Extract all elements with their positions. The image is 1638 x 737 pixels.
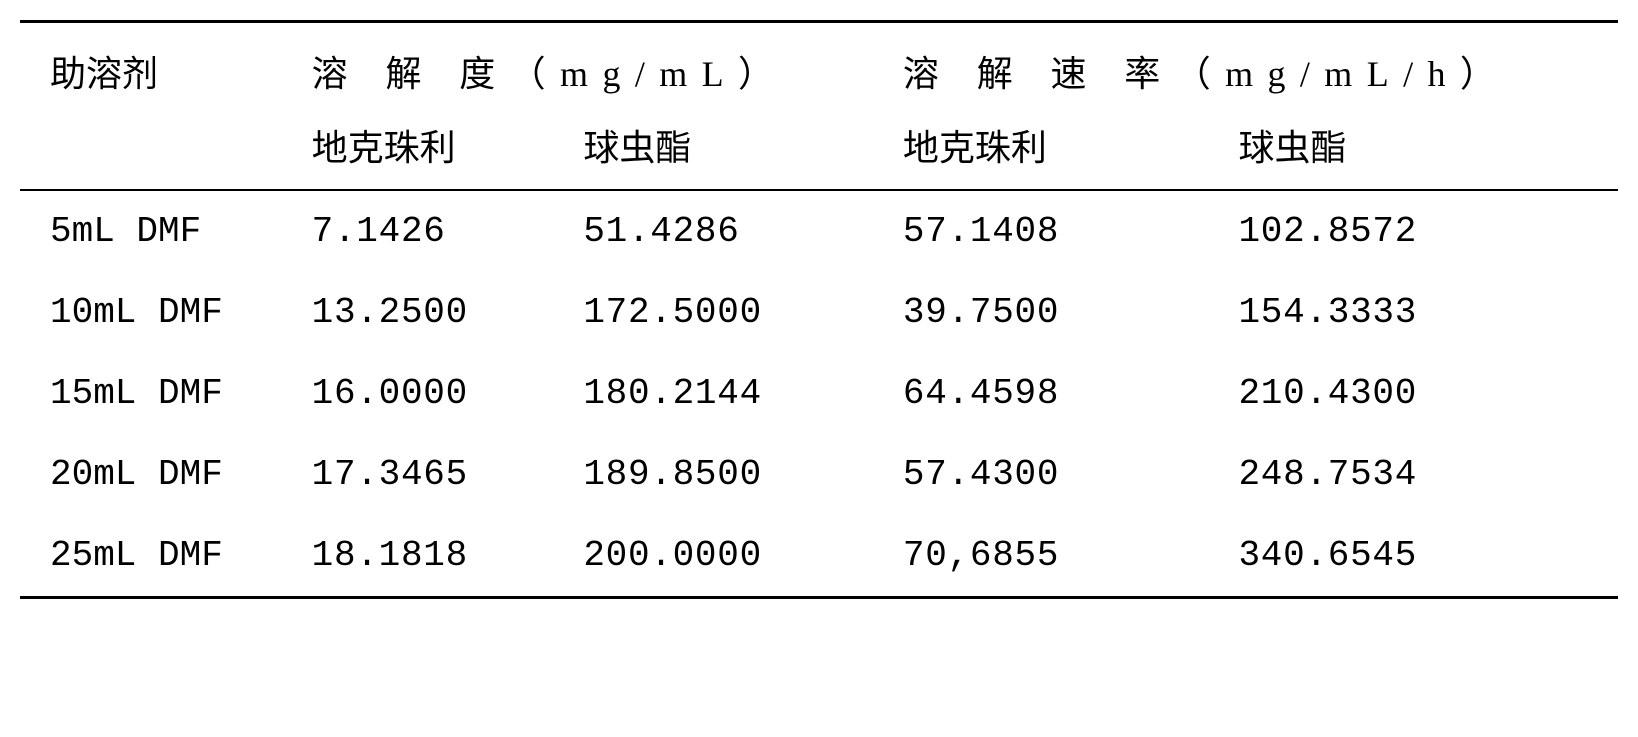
header-dissolution-rate-group: 溶 解 速 率（mg/mL/h） — [883, 22, 1618, 110]
cell-rate-diclazuril: 64.4598 — [883, 353, 1219, 434]
subheader-solubility-diclazuril: 地克珠利 — [292, 109, 564, 190]
cell-rate-qiuchongzhi: 340.6545 — [1218, 515, 1618, 598]
cell-rate-diclazuril: 39.7500 — [883, 272, 1219, 353]
header-empty — [20, 109, 292, 190]
solubility-table: 助溶剂 溶 解 度（mg/mL） 溶 解 速 率（mg/mL/h） 地克珠利 球… — [20, 20, 1618, 599]
subheader-rate-diclazuril: 地克珠利 — [883, 109, 1219, 190]
subheader-solubility-qiuchongzhi: 球虫酯 — [563, 109, 883, 190]
header-solubility-group: 溶 解 度（mg/mL） — [292, 22, 883, 110]
cell-solubility-diclazuril: 7.1426 — [292, 190, 564, 272]
cell-solubility-qiuchongzhi: 200.0000 — [563, 515, 883, 598]
cell-solubility-diclazuril: 18.1818 — [292, 515, 564, 598]
cell-solubility-qiuchongzhi: 51.4286 — [563, 190, 883, 272]
cell-rate-diclazuril: 70,6855 — [883, 515, 1219, 598]
cell-rate-qiuchongzhi: 210.4300 — [1218, 353, 1618, 434]
header-row-1: 助溶剂 溶 解 度（mg/mL） 溶 解 速 率（mg/mL/h） — [20, 22, 1618, 110]
cell-rate-qiuchongzhi: 102.8572 — [1218, 190, 1618, 272]
cell-solubility-qiuchongzhi: 172.5000 — [563, 272, 883, 353]
cell-solubility-diclazuril: 17.3465 — [292, 434, 564, 515]
table-row: 20mL DMF 17.3465 189.8500 57.4300 248.75… — [20, 434, 1618, 515]
header-row-2: 地克珠利 球虫酯 地克珠利 球虫酯 — [20, 109, 1618, 190]
cell-solubility-qiuchongzhi: 189.8500 — [563, 434, 883, 515]
cell-rate-diclazuril: 57.4300 — [883, 434, 1219, 515]
row-label: 25mL DMF — [20, 515, 292, 598]
table-row: 15mL DMF 16.0000 180.2144 64.4598 210.43… — [20, 353, 1618, 434]
row-label: 10mL DMF — [20, 272, 292, 353]
cell-solubility-qiuchongzhi: 180.2144 — [563, 353, 883, 434]
row-label: 20mL DMF — [20, 434, 292, 515]
cell-solubility-diclazuril: 13.2500 — [292, 272, 564, 353]
cell-rate-qiuchongzhi: 154.3333 — [1218, 272, 1618, 353]
table-row: 25mL DMF 18.1818 200.0000 70,6855 340.65… — [20, 515, 1618, 598]
cell-rate-qiuchongzhi: 248.7534 — [1218, 434, 1618, 515]
row-label: 5mL DMF — [20, 190, 292, 272]
subheader-rate-qiuchongzhi: 球虫酯 — [1218, 109, 1618, 190]
row-label: 15mL DMF — [20, 353, 292, 434]
cell-rate-diclazuril: 57.1408 — [883, 190, 1219, 272]
cell-solubility-diclazuril: 16.0000 — [292, 353, 564, 434]
header-cosolvents: 助溶剂 — [20, 22, 292, 110]
table-row: 10mL DMF 13.2500 172.5000 39.7500 154.33… — [20, 272, 1618, 353]
table-row: 5mL DMF 7.1426 51.4286 57.1408 102.8572 — [20, 190, 1618, 272]
